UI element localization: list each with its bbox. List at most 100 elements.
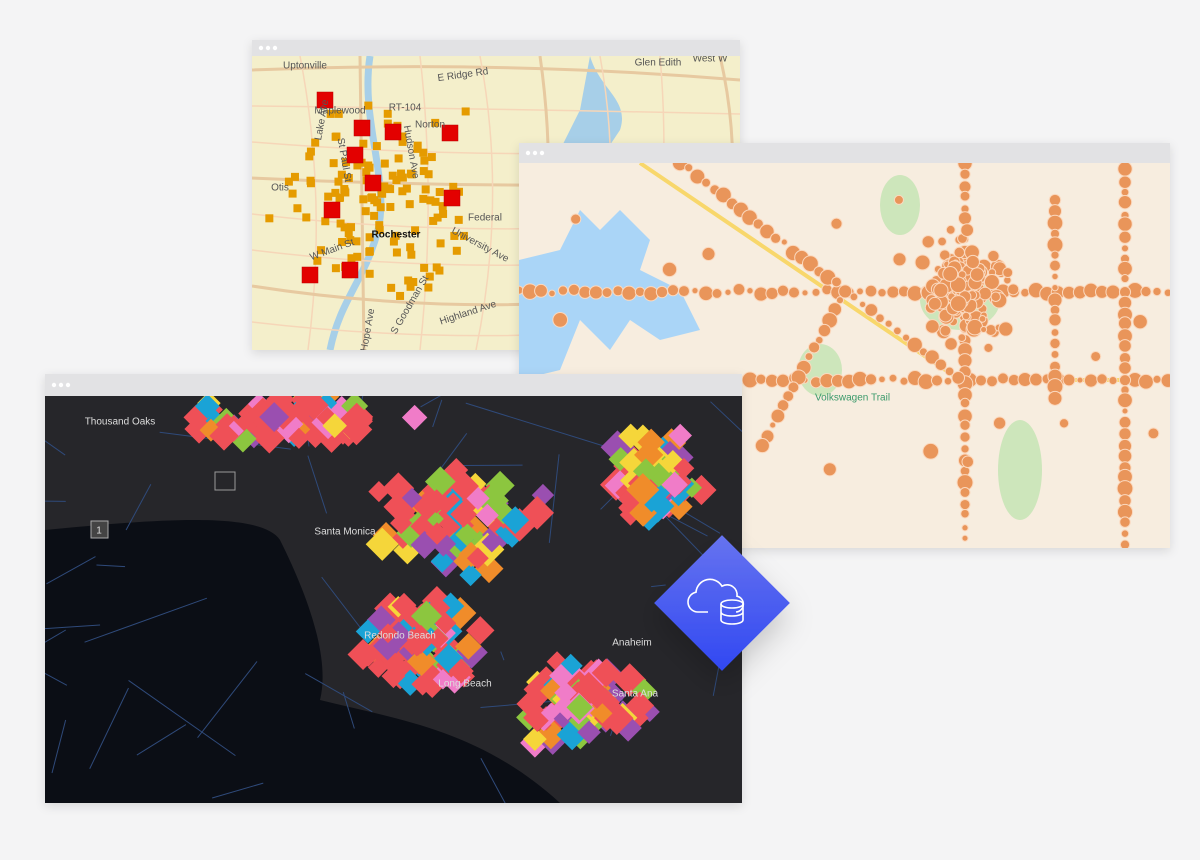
orange-marker — [334, 109, 343, 118]
orange-circle — [959, 190, 971, 202]
orange-circle — [864, 284, 878, 298]
orange-circle — [1163, 288, 1170, 298]
orange-circle — [548, 289, 556, 298]
dark-road — [128, 680, 236, 757]
orange-circle — [960, 444, 970, 454]
orange-marker — [438, 202, 447, 211]
orange-marker — [284, 177, 293, 186]
diamond-marker — [411, 673, 434, 696]
orange-circle — [769, 421, 777, 429]
orange-marker — [433, 213, 442, 222]
orange-circle — [892, 326, 902, 336]
dark-road — [197, 661, 258, 739]
road — [252, 65, 740, 82]
dark-road — [342, 691, 355, 729]
orange-circle — [899, 376, 909, 386]
orange-marker — [347, 223, 356, 232]
orange-marker — [435, 188, 444, 197]
dark-road — [548, 454, 560, 543]
orange-marker — [334, 177, 343, 186]
orange-circle — [1120, 529, 1130, 538]
orange-circle — [1118, 415, 1132, 429]
dark-road — [684, 511, 721, 534]
dark-road — [45, 672, 68, 686]
orange-circle — [892, 252, 907, 267]
orange-circle — [1049, 337, 1061, 350]
orange-marker — [387, 283, 396, 292]
diamond-marker — [459, 563, 482, 587]
title-bar — [252, 40, 740, 56]
orange-marker — [419, 167, 428, 176]
orange-circle — [621, 285, 637, 301]
orange-circle — [1140, 285, 1152, 298]
orange-marker — [424, 170, 433, 179]
orange-circle — [958, 211, 972, 226]
orange-circle — [643, 286, 659, 302]
orange-circle — [1007, 283, 1020, 296]
place-label: Santa Ana — [612, 689, 659, 700]
orange-marker — [306, 176, 315, 185]
water — [560, 56, 623, 160]
orange-circle — [715, 186, 732, 204]
orange-circle — [1108, 376, 1118, 386]
orange-circle — [1051, 272, 1059, 281]
dark-road — [136, 724, 187, 756]
orange-circle — [666, 284, 680, 297]
place-label: Uptonville — [283, 61, 327, 72]
red-marker — [346, 146, 364, 164]
orange-marker — [352, 237, 361, 246]
diamond-marker — [401, 404, 428, 431]
diamond-marker — [426, 627, 449, 650]
orange-marker — [386, 185, 395, 194]
orange-circle — [1002, 267, 1014, 279]
orange-marker — [391, 231, 400, 240]
dark-road — [45, 440, 66, 456]
diamond-marker — [401, 487, 423, 509]
orange-circle — [691, 287, 699, 295]
diamond-marker — [455, 522, 479, 547]
orange-marker — [347, 254, 356, 263]
orange-circle — [782, 390, 795, 403]
diamond-marker — [481, 531, 503, 553]
orange-circle — [838, 284, 853, 299]
orange-circle — [634, 286, 646, 298]
orange-circle — [770, 232, 782, 244]
orange-marker — [419, 194, 428, 203]
orange-marker — [311, 138, 320, 147]
orange-circle — [959, 419, 971, 431]
orange-marker — [380, 159, 389, 168]
orange-circle — [960, 508, 970, 519]
dark-road — [212, 782, 264, 799]
orange-circle — [997, 372, 1009, 385]
orange-circle — [567, 283, 581, 296]
orange-marker — [359, 139, 368, 148]
orange-marker — [424, 283, 433, 292]
diamond-marker — [355, 619, 380, 644]
orange-circle — [1049, 259, 1061, 272]
diamond-marker — [259, 402, 290, 433]
orange-circle — [980, 325, 988, 334]
park — [880, 175, 920, 235]
orange-marker — [306, 147, 315, 156]
red-marker — [316, 91, 334, 109]
orange-circle — [1120, 244, 1130, 253]
orange-circle — [1121, 407, 1129, 415]
window-dot — [525, 150, 531, 156]
orange-circle — [1117, 316, 1133, 331]
orange-circle — [951, 371, 966, 385]
window-dot — [58, 382, 64, 388]
diamond-marker — [368, 481, 390, 503]
diamond-marker — [365, 527, 399, 561]
orange-circle — [864, 303, 879, 317]
diamond-marker — [455, 632, 482, 660]
place-label: Anaheim — [612, 638, 651, 649]
orange-marker — [461, 107, 470, 116]
orange-circle — [922, 442, 940, 460]
orange-marker — [321, 217, 330, 226]
orange-circle — [856, 287, 864, 296]
orange-marker — [450, 231, 459, 240]
orange-marker — [394, 154, 403, 163]
orange-circle — [939, 324, 952, 337]
red-marker — [384, 123, 402, 141]
title-bar — [519, 143, 1170, 163]
